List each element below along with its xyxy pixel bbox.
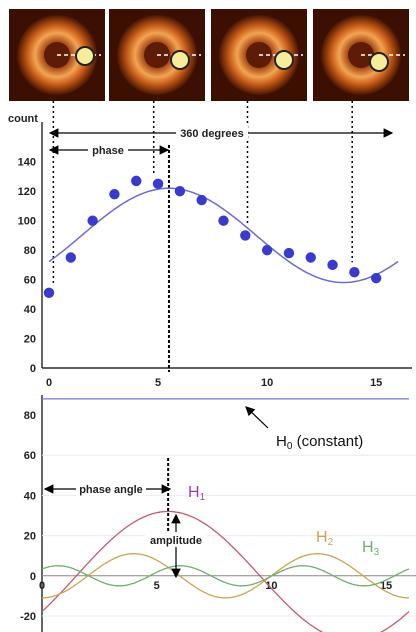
amplitude-label: amplitude <box>150 535 202 547</box>
data-point <box>174 186 186 197</box>
thumbnail-strip <box>9 9 409 101</box>
phase-label-bg <box>88 143 128 157</box>
y-tick-label: 40 <box>24 490 36 502</box>
y-tick-label: 60 <box>24 450 36 462</box>
data-points <box>43 175 382 299</box>
x-tick-label: 0 <box>39 580 45 592</box>
data-point <box>131 175 142 187</box>
y-tick-label: 40 <box>24 304 36 316</box>
harmonic-curves <box>41 398 410 632</box>
h3-label: H3 <box>362 539 380 558</box>
data-point <box>43 287 55 299</box>
data-point <box>87 215 98 226</box>
x-tick-label: 5 <box>155 377 161 389</box>
y-tick-label: -20 <box>20 611 36 623</box>
h0-label: H0 (constant) <box>276 433 363 452</box>
y-tick-label: 20 <box>24 531 36 543</box>
data-point <box>327 259 338 271</box>
h2-label: H2 <box>316 529 334 548</box>
data-point <box>196 194 207 206</box>
x-tick-label: 10 <box>261 377 273 389</box>
data-point <box>152 178 164 190</box>
y-tick-label: 60 <box>24 275 36 287</box>
x-tick-label: 0 <box>46 377 52 389</box>
y-tick-label: 80 <box>24 410 36 422</box>
data-point <box>283 247 295 259</box>
y-tick-label: 0 <box>30 571 36 583</box>
x-tick-labels: 0 5 10 15 <box>46 377 382 389</box>
harmonic-curve <box>41 565 410 587</box>
x-tick-label: 5 <box>154 580 160 592</box>
thumbnail-image <box>9 9 105 101</box>
y-tick-label: 120 <box>18 186 36 198</box>
data-point <box>370 272 382 284</box>
x-tick-labels: 0 5 10 15 <box>39 580 392 592</box>
data-point <box>261 244 273 256</box>
phase-angle-label-bg <box>76 481 146 496</box>
x-tick-label: 15 <box>380 580 392 592</box>
data-point <box>109 188 120 200</box>
thumbnail-image <box>109 9 205 101</box>
data-point <box>349 267 360 278</box>
y-tick-label: 140 <box>18 157 36 169</box>
grid-lines <box>42 454 416 617</box>
y-tick-labels: -20 0 20 40 60 80 <box>20 410 36 623</box>
fit-curve <box>48 187 399 284</box>
y-tick-label: 100 <box>18 216 36 228</box>
phase-label: phase <box>92 145 124 157</box>
count-chart: count 0 20 40 60 80 100 120 140 0 5 10 15 360 degr… <box>8 101 412 389</box>
harmonic-curve <box>42 553 409 599</box>
y-tick-label: 0 <box>30 363 36 375</box>
h0-pointer-arrow <box>245 406 269 429</box>
x-tick-label: 10 <box>265 580 277 592</box>
period-label-bg <box>176 125 248 141</box>
x-tick-label: 15 <box>370 377 382 389</box>
y-tick-label: 20 <box>24 334 36 346</box>
y-tick-labels: 0 20 40 60 80 100 120 140 <box>18 157 36 375</box>
data-point <box>305 252 316 263</box>
harmonics-chart: -20 0 20 40 60 80 0 5 10 15 phase angle amplitud… <box>20 395 416 632</box>
period-label: 360 degrees <box>180 128 244 140</box>
thumbnail-image <box>313 9 409 101</box>
data-point <box>218 215 229 226</box>
y-tick-label: 80 <box>24 245 36 257</box>
data-point <box>65 252 77 263</box>
harmonic-curve <box>41 510 410 632</box>
data-point <box>240 230 251 241</box>
thumbnail-image <box>211 9 307 101</box>
y-axis-label: count <box>8 113 38 125</box>
amplitude-label-bg <box>145 532 207 547</box>
phase-angle-label: phase angle <box>79 484 143 496</box>
h1-label: H1 <box>188 484 206 503</box>
